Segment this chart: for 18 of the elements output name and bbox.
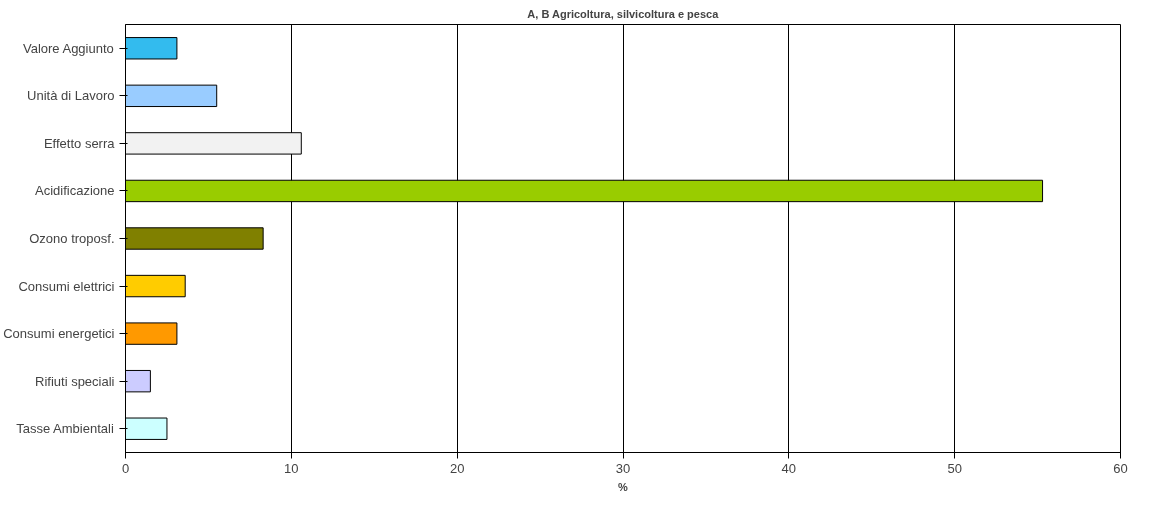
y-tick-label: Ozono troposf. — [29, 231, 115, 246]
y-tick-label: Unità di Lavoro — [27, 88, 115, 104]
x-axis-title: % — [618, 480, 629, 493]
x-tick-label: 10 — [284, 460, 299, 476]
y-tick-label: Consumi energetici — [3, 326, 115, 342]
x-tick-label: 30 — [615, 460, 631, 476]
x-tick-label: 40 — [781, 460, 797, 476]
y-tick-label: Acidificazione — [35, 183, 115, 199]
chart-title: A, B Agricoltura, silvicoltura e pesca — [527, 7, 720, 20]
x-tick-label: 20 — [449, 460, 465, 476]
y-tick-label: Consumi elettrici — [18, 278, 115, 294]
y-tick-label: Tasse Ambientali — [16, 421, 114, 437]
x-tick-label: 0 — [121, 460, 130, 476]
y-tick-label: Rifiuti speciali — [35, 373, 115, 389]
x-tick-label: 50 — [947, 460, 962, 476]
x-tick-label: 60 — [1113, 460, 1128, 476]
y-tick-label: Valore Aggiunto — [22, 40, 114, 56]
y-tick-label: Effetto serra — [43, 135, 116, 151]
